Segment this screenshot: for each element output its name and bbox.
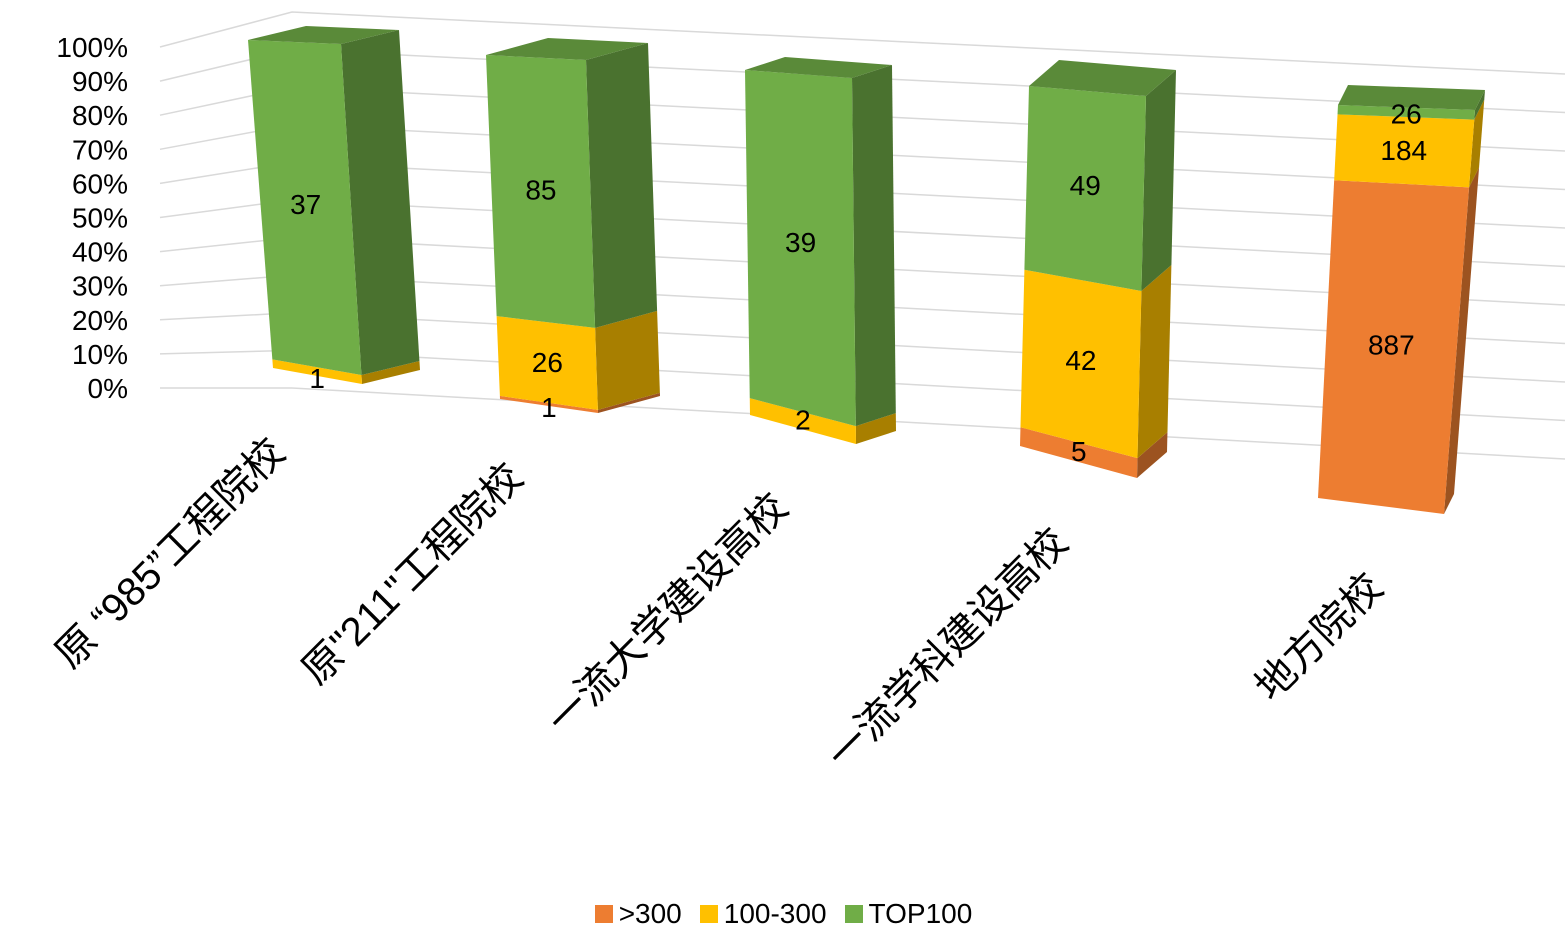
bar-top100-cat-first-class-univ (745, 70, 856, 427)
bar-gt300-cat-first-class-discipline (1020, 427, 1138, 478)
y-tick-label: 20% (72, 305, 128, 336)
bar-top-cat-local (1338, 85, 1485, 110)
bar-top100-cat-985 (248, 40, 362, 376)
bar-top-cat-211 (486, 38, 648, 60)
data-label-100-300-cat-211: 26 (532, 347, 563, 378)
data-label-top100-cat-211: 85 (525, 174, 556, 205)
data-label-top100-cat-first-class-univ: 39 (785, 227, 816, 258)
data-label-top100-cat-local: 26 (1391, 99, 1422, 130)
data-labels: 1 37 1 26 85 2 39 5 42 49 887 184 26 (290, 99, 1427, 467)
bar-side-gt300-cat-first-class-discipline (1137, 432, 1168, 478)
bar-side-top100-cat-first-class-discipline (1141, 70, 1176, 291)
data-label-top100-cat-985: 37 (290, 189, 321, 220)
bar-side-100-300-cat-first-class-univ (855, 413, 896, 444)
bar-top100-cat-first-class-discipline (1024, 86, 1146, 291)
legend-label-gt300: >300 (618, 898, 682, 929)
y-tick-label: 50% (72, 203, 128, 234)
y-tick-label: 60% (72, 168, 128, 199)
data-label-100-300-cat-985: 1 (309, 363, 325, 394)
bar-100-300-cat-211 (496, 316, 598, 410)
legend-item-gt300: >300 (594, 898, 682, 930)
bar-top100-cat-211 (486, 55, 596, 328)
bar-side-top100-cat-211 (586, 43, 658, 328)
data-label-top100-cat-first-class-discipline: 49 (1070, 170, 1101, 201)
legend-label-100-300: 100-300 (723, 898, 827, 929)
x-tick-label: 原"211"工程院校 (294, 455, 532, 693)
bar-100-300-cat-first-class-discipline (1020, 269, 1142, 459)
bar-side-100-300-cat-local (1469, 99, 1485, 188)
data-label-100-300-cat-first-class-discipline: 42 (1065, 345, 1096, 376)
x-tick-label: 一流学科建设高校 (819, 520, 1076, 777)
legend-item-top100: TOP100 (844, 898, 973, 930)
bar-top-cat-first-class-univ (745, 57, 892, 78)
data-label-gt300-cat-first-class-discipline: 5 (1071, 436, 1087, 467)
legend: >300 100-300 TOP100 (0, 898, 1567, 930)
bar-100-300-cat-local (1334, 114, 1475, 188)
bar-side-100-300-cat-first-class-discipline (1137, 264, 1172, 459)
legend-label-top100: TOP100 (868, 898, 973, 929)
y-tick-label: 100% (56, 32, 128, 63)
y-tick-label: 30% (72, 271, 128, 302)
bar-top-cat-985 (248, 26, 399, 44)
bar-top100-cat-local (1337, 105, 1475, 120)
data-label-gt300-cat-211: 1 (541, 392, 557, 423)
x-tick-label: 地方院校 (1247, 565, 1391, 709)
data-label-100-300-cat-local: 184 (1380, 135, 1427, 166)
y-axis: 0%10%20%30%40%50% 60%70%80%90%100% (56, 32, 128, 404)
bar-100-300-cat-985 (272, 359, 362, 384)
bar-side-100-300-cat-985 (361, 361, 420, 384)
bar-side-gt300-cat-211 (597, 392, 660, 413)
bar-gt300-cat-211 (499, 395, 598, 413)
legend-swatch-top100 (844, 905, 863, 923)
data-label-gt300-cat-local: 887 (1368, 329, 1415, 360)
y-tick-label: 0% (88, 373, 128, 404)
bar-side-gt300-cat-local (1444, 167, 1480, 514)
y-tick-label: 10% (72, 339, 128, 370)
y-tick-label: 90% (72, 66, 128, 97)
bar-100-300-cat-first-class-univ (749, 398, 856, 444)
bar-side-top100-cat-first-class-univ (852, 65, 896, 427)
gridline (159, 11, 1566, 75)
legend-swatch-100-300 (699, 905, 718, 923)
bar-side-100-300-cat-211 (595, 310, 660, 410)
bar-side-top100-cat-local (1474, 90, 1485, 120)
bar-gt300-cat-local (1318, 180, 1470, 514)
y-tick-label: 80% (72, 100, 128, 131)
x-axis: 原 “985”工程院校 原"211"工程院校 一流大学建设高校 一流学科建设高校 地方院… (47, 430, 1391, 777)
x-tick-label: 原 “985”工程院校 (47, 430, 293, 676)
y-tick-label: 70% (72, 134, 128, 165)
legend-swatch-gt300 (594, 905, 613, 923)
legend-item-100-300: 100-300 (699, 898, 827, 930)
y-tick-label: 40% (72, 237, 128, 268)
bars (248, 26, 1485, 514)
x-tick-label: 一流大学建设高校 (539, 485, 796, 742)
bar-side-top100-cat-985 (341, 30, 420, 376)
data-label-100-300-cat-first-class-univ: 2 (795, 404, 811, 435)
bar-top-cat-first-class-discipline (1029, 60, 1176, 96)
